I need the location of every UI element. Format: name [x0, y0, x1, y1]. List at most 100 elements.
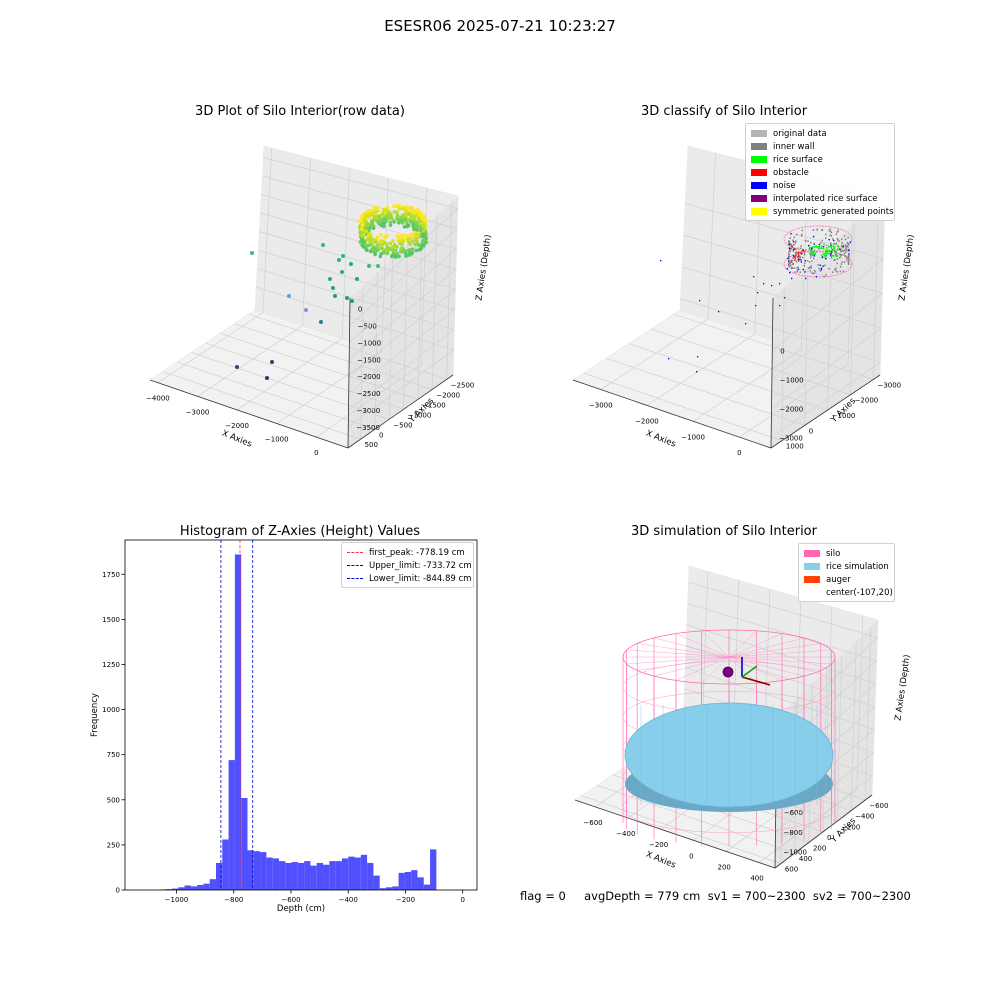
p2-rice-surface-point — [816, 246, 819, 249]
p2-noise-point — [668, 358, 670, 360]
p2-rice-surface-point — [826, 247, 828, 249]
p2-inner-wall-point — [836, 237, 839, 240]
p2-inner-wall-point — [839, 257, 841, 259]
p2-inner-wall-point — [809, 266, 811, 269]
p2-rice-surface-point — [837, 245, 839, 247]
p1-point — [399, 242, 404, 247]
p2-obstacle-point — [797, 252, 799, 254]
p1-point — [366, 223, 371, 227]
histogram-bar — [392, 886, 399, 890]
p2-noise-point — [771, 285, 773, 287]
p2-inner-wall-point — [847, 248, 850, 251]
p1-point — [250, 251, 254, 255]
p1-point — [374, 240, 378, 244]
x-tick-label: −600 — [281, 896, 300, 904]
p2-silo-outline — [783, 225, 853, 253]
p1-point — [420, 243, 425, 247]
p1-point — [375, 235, 380, 240]
histogram-bar — [241, 797, 248, 890]
p2-inner-wall-point — [810, 266, 812, 269]
p2-inner-wall-point — [793, 236, 796, 239]
p1-point — [380, 212, 385, 216]
classify-legend-swatch — [751, 156, 767, 163]
histogram-bar — [341, 858, 349, 890]
p2-noise-point — [812, 235, 815, 238]
histogram-bar — [228, 760, 235, 890]
p2-noise-point — [830, 253, 832, 255]
p2-noise-point — [839, 248, 841, 251]
p1-point — [397, 221, 401, 225]
classify-legend-swatch — [751, 208, 767, 215]
p1-point — [407, 253, 411, 257]
p1-point — [328, 277, 332, 281]
classify-legend-item: interpolated rice surface — [751, 192, 889, 205]
p2-noise-point — [784, 297, 786, 299]
classify-legend-item: noise — [751, 179, 889, 192]
p2-inner-wall-point — [837, 255, 839, 257]
p2-noise-point — [745, 323, 747, 325]
p4-z-tick-label: −800 — [783, 829, 802, 837]
y-tick-label: 750 — [107, 751, 120, 759]
p2-rice-surface-point — [830, 245, 832, 248]
p2-obstacle-point — [800, 253, 803, 255]
p2-noise-point — [800, 259, 802, 261]
classify-legend-item: rice surface — [751, 153, 889, 166]
p1-point — [388, 223, 393, 227]
p2-rice-surface-point — [836, 248, 839, 250]
p2-inner-wall-point — [840, 263, 843, 265]
p1-point — [388, 241, 393, 246]
p2-inner-wall-point — [847, 255, 850, 258]
p2-rice-surface-point — [835, 255, 838, 258]
histogram-bar — [266, 857, 273, 890]
p2-rice-surface-point — [812, 252, 815, 254]
simulation-legend: silo rice simulation auger center(-107,20) — [798, 543, 895, 602]
classify-legend-label: rice surface — [773, 154, 823, 165]
p2-noise-point — [757, 292, 759, 294]
y-tick-label: 250 — [107, 841, 120, 849]
p2-inner-wall-point — [813, 272, 815, 275]
p2-inner-wall-point — [813, 257, 815, 260]
histogram-bar — [379, 888, 386, 890]
p1-point — [423, 218, 427, 223]
p1-point — [364, 213, 369, 217]
p2-noise-point — [788, 244, 791, 246]
p2-inner-wall-point — [844, 255, 846, 257]
p1-point — [287, 294, 291, 298]
p2-inner-wall-point — [844, 249, 846, 251]
p2-inner-wall-point — [788, 252, 790, 255]
p2-inner-wall-point — [847, 259, 850, 262]
p2-inner-wall-point — [830, 247, 832, 249]
p2-inner-wall-point — [835, 254, 837, 256]
p2-y-tick-label: 1000 — [786, 443, 804, 451]
p2-z-tick-label: 0 — [780, 348, 784, 356]
p2-inner-wall-point — [846, 259, 848, 261]
p1-point — [380, 246, 385, 251]
p2-inner-wall-point — [845, 247, 847, 250]
p2-noise-point — [763, 283, 765, 285]
p2-noise-point — [848, 253, 850, 255]
p1-point — [410, 216, 414, 221]
classify-legend-swatch — [751, 195, 767, 202]
p2-inner-wall-point — [799, 255, 801, 258]
p2-inner-wall-point — [799, 256, 802, 259]
p1-y-tick-label: −2500 — [451, 381, 475, 389]
p2-inner-wall-point — [801, 233, 803, 236]
p2-inner-wall-point — [817, 248, 820, 250]
panel2-title: 3D classify of Silo Interior — [640, 104, 808, 119]
p2-rice-surface-point — [824, 254, 827, 256]
p2-inner-wall-point — [804, 262, 806, 265]
p4-silo-wire — [728, 630, 757, 658]
classify-legend-item: inner wall — [751, 140, 889, 153]
p1-x-tick-label: −3000 — [186, 408, 210, 416]
p2-inner-wall-point — [813, 269, 816, 272]
p2-inner-wall-point — [800, 245, 802, 247]
p2-inner-wall-point — [788, 262, 790, 264]
p2-inner-wall-point — [832, 238, 834, 240]
p1-point — [395, 217, 399, 221]
p1-point — [405, 234, 410, 238]
p1-point — [388, 220, 393, 225]
p2-inner-wall-point — [793, 247, 795, 249]
panel3-title: Histogram of Z-Axies (Height) Values — [179, 524, 421, 539]
p1-x-tick-label: −2000 — [225, 422, 249, 430]
